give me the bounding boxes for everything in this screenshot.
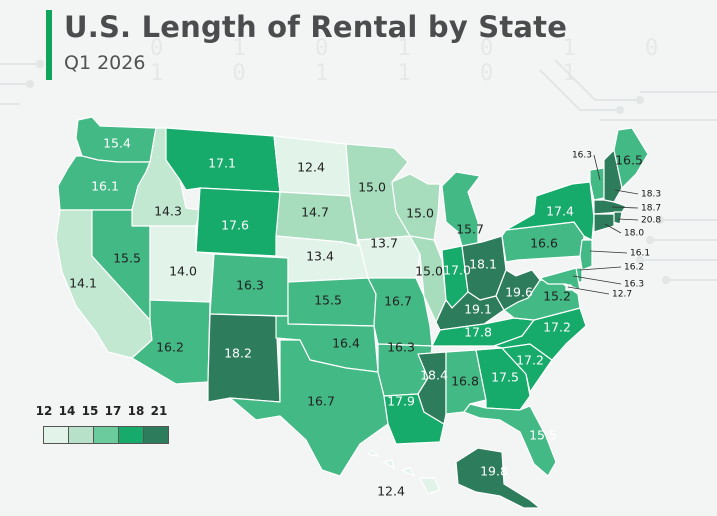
state-mo	[367, 277, 433, 347]
state-value-nj: 16.1	[630, 249, 650, 259]
state-mi	[441, 171, 481, 247]
state-nh	[603, 149, 623, 203]
legend-break-label: 12	[35, 404, 53, 418]
state-value-ok: 16.4	[332, 336, 360, 351]
state-value-nm: 18.2	[224, 346, 252, 361]
legend-swatch	[43, 426, 69, 444]
state-value-wi: 15.0	[406, 206, 434, 221]
legend-break-label: 15	[81, 404, 99, 418]
state-fl	[463, 403, 557, 477]
state-value-hi: 12.4	[377, 484, 405, 499]
state-me	[613, 127, 649, 189]
state-ak	[455, 447, 541, 509]
legend-break-label: 17	[104, 404, 122, 418]
leader-line-ri	[617, 218, 639, 221]
state-value-or: 16.1	[91, 179, 119, 194]
state-value-wa: 15.4	[103, 136, 131, 151]
leader-line-md	[572, 275, 622, 285]
state-value-ar: 16.3	[387, 340, 415, 355]
state-value-ks: 15.5	[314, 293, 342, 308]
state-value-mo: 16.7	[384, 294, 412, 309]
state-dc	[565, 284, 572, 291]
legend-swatch	[68, 426, 94, 444]
legend-swatch	[93, 426, 119, 444]
state-value-sc: 17.2	[516, 353, 544, 368]
state-value-md: 16.3	[624, 280, 644, 290]
leader-line-nh	[614, 189, 639, 195]
state-ct	[593, 213, 615, 233]
state-nc	[493, 307, 587, 361]
legend-break-label: 18	[127, 404, 145, 418]
state-value-al: 16.8	[451, 374, 479, 389]
state-value-ri: 20.8	[641, 216, 661, 226]
state-tx	[229, 339, 389, 477]
state-value-ms: 18.4	[420, 368, 448, 383]
state-wv	[495, 269, 541, 311]
state-value-ut: 14.0	[169, 264, 197, 279]
state-value-la: 17.9	[387, 394, 415, 409]
state-value-tn: 17.8	[464, 325, 492, 340]
legend-break-label: 21	[150, 404, 168, 418]
state-value-mn: 15.0	[358, 180, 386, 195]
state-value-mi: 15.7	[456, 222, 484, 237]
state-value-nc: 17.2	[543, 320, 571, 335]
state-wi	[391, 173, 441, 241]
title-accent-bar	[46, 10, 52, 80]
state-value-ma: 18.7	[641, 204, 661, 214]
state-value-me: 16.5	[615, 153, 643, 168]
background-binary-pattern: 0 1 0 1 0 1 0 1 0 1 1 0 1	[150, 36, 687, 86]
state-value-vt: 16.3	[572, 151, 592, 161]
state-value-ia: 13.7	[370, 236, 398, 251]
state-value-fl: 15.5	[529, 428, 557, 443]
leader-line-vt	[593, 154, 601, 181]
legend-break-label: 14	[58, 404, 76, 418]
state-value-ne: 13.4	[306, 249, 334, 264]
state-value-wy: 17.6	[221, 218, 249, 233]
state-value-ny: 17.4	[546, 204, 574, 219]
state-value-mt: 17.1	[208, 156, 236, 171]
state-value-ct: 18.0	[624, 229, 644, 239]
state-value-co: 16.3	[236, 278, 264, 293]
state-ny	[505, 181, 595, 241]
leader-line-ma	[611, 206, 639, 209]
leader-line-ct	[604, 223, 622, 234]
state-value-az: 16.2	[156, 340, 184, 355]
state-value-oh: 18.1	[469, 257, 497, 272]
state-value-ky: 19.1	[464, 302, 492, 317]
state-hi	[367, 449, 441, 495]
state-value-wv: 19.6	[505, 285, 533, 300]
legend-swatch	[143, 426, 169, 444]
state-value-tx: 16.7	[307, 394, 335, 409]
state-value-va: 15.2	[543, 289, 571, 304]
map-subtitle: Q1 2026	[64, 52, 146, 74]
state-value-de: 16.2	[624, 263, 644, 273]
state-value-ga: 17.5	[491, 370, 519, 385]
state-value-dc: 12.7	[612, 290, 632, 300]
state-value-id: 14.3	[154, 204, 182, 219]
state-nj	[579, 239, 593, 271]
state-value-sd: 14.7	[301, 205, 329, 220]
state-value-pa: 16.6	[530, 236, 558, 251]
state-value-in: 17.0	[443, 263, 471, 278]
legend-swatch	[118, 426, 144, 444]
leader-line-dc	[567, 286, 610, 295]
state-value-nv: 15.5	[113, 251, 141, 266]
state-vt	[589, 167, 605, 201]
state-value-il: 15.0	[415, 264, 443, 279]
leader-line-nj	[589, 250, 628, 254]
state-value-ca: 14.1	[69, 276, 97, 291]
state-value-nh: 18.3	[641, 190, 661, 200]
map-title: U.S. Length of Rental by State	[64, 10, 568, 44]
leader-line-de	[579, 266, 622, 271]
state-value-nd: 12.4	[297, 160, 325, 175]
state-value-ak: 19.8	[480, 464, 508, 479]
